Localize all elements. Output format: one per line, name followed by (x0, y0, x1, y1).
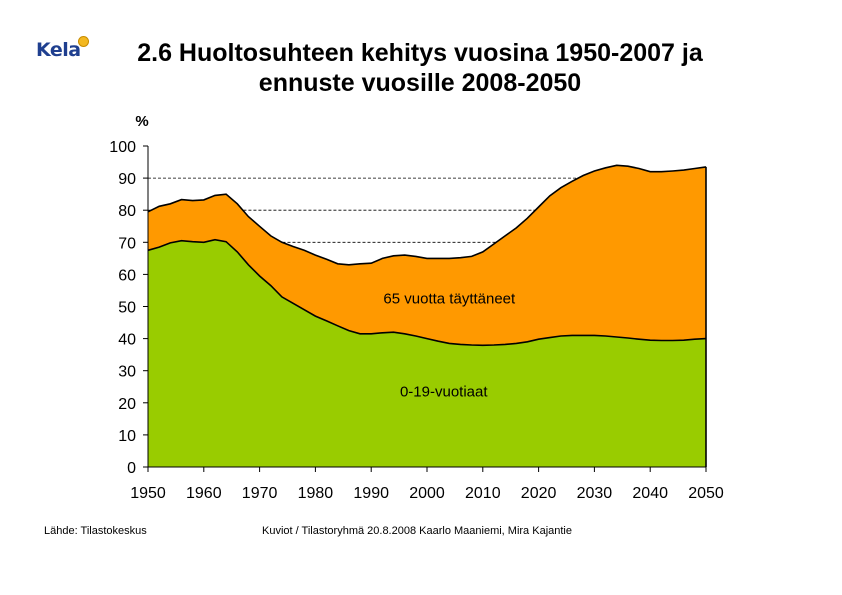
area-65-plus (148, 165, 706, 346)
credits-note: Kuviot / Tilastoryhmä 20.8.2008 Kaarlo M… (262, 525, 572, 537)
series-line-total (147, 164, 707, 266)
x-tick-label: 1980 (298, 485, 334, 502)
y-tick-label: 70 (118, 235, 136, 252)
x-tick-label: 2000 (409, 485, 445, 502)
logo-mark-icon (78, 36, 89, 47)
x-tick-label: 2020 (521, 485, 557, 502)
y-tick-label: 40 (118, 332, 136, 349)
chart-title: 2.6 Huoltosuhteen kehitys vuosina 1950-2… (100, 38, 740, 98)
title-line-1: 2.6 Huoltosuhteen kehitys vuosina 1950-2… (137, 39, 703, 67)
y-tick-label: 50 (118, 300, 136, 317)
x-tick-label: 1960 (186, 485, 222, 502)
x-tick-label: 2050 (688, 485, 724, 502)
y-axis-label: % (135, 113, 148, 130)
title-line-2: ennuste vuosille 2008-2050 (258, 69, 582, 97)
y-tick-label: 80 (118, 203, 136, 220)
label-0-19: 0-19-vuotiaat (400, 383, 488, 400)
x-tick-label: 1990 (353, 485, 389, 502)
kela-logo: Kela (36, 36, 92, 66)
y-tick-label: 100 (109, 139, 136, 156)
x-tick-label: 2010 (465, 485, 501, 502)
series-line-0-19 (147, 238, 707, 347)
x-tick-label: 2030 (577, 485, 613, 502)
y-tick-label: 90 (118, 171, 136, 188)
y-tick-label: 30 (118, 364, 136, 381)
area-0-19 (148, 239, 706, 467)
x-tick-label: 2040 (632, 485, 668, 502)
y-tick-label: 20 (118, 396, 136, 413)
x-tick-label: 1970 (242, 485, 278, 502)
y-tick-label: 10 (118, 428, 136, 445)
label-65-plus: 65 vuotta täyttäneet (383, 290, 516, 307)
y-tick-label: 60 (118, 267, 136, 284)
x-tick-label: 1950 (130, 485, 166, 502)
source-note: Lähde: Tilastokeskus (44, 525, 147, 537)
logo-text: Kela (36, 39, 81, 61)
y-tick-label: 0 (127, 460, 136, 477)
